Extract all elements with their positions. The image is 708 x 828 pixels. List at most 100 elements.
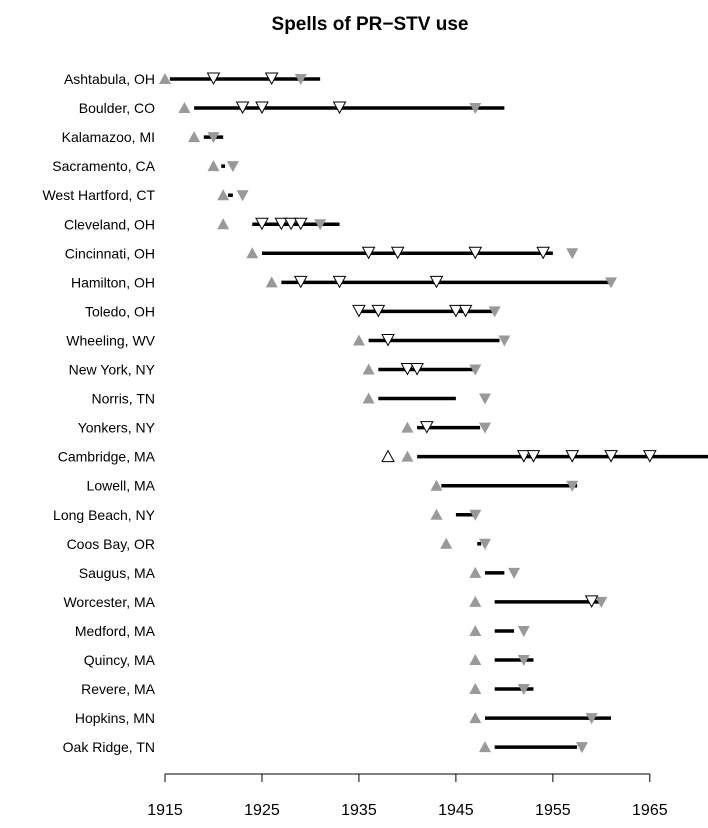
city-label: Long Beach, NY <box>53 507 156 523</box>
repeal-marker <box>236 190 249 202</box>
repeal-marker <box>605 277 618 289</box>
x-tick-label: 1915 <box>147 802 183 819</box>
city-label: Sacramento, CA <box>52 158 155 174</box>
election-marker <box>468 246 483 260</box>
repeal-marker <box>575 742 588 754</box>
city-row: Saugus, MA <box>79 565 521 581</box>
adoption-marker <box>430 479 443 491</box>
election-marker <box>293 217 308 231</box>
city-label: New York, NY <box>69 362 156 378</box>
repeal-marker <box>314 219 327 231</box>
city-row: Revere, MA <box>81 681 534 697</box>
city-label: Norris, TN <box>91 391 155 407</box>
chart-title: Spells of PR−STV use <box>272 14 469 35</box>
repeal-marker <box>207 132 220 144</box>
city-label: Toledo, OH <box>85 303 155 319</box>
election-marker <box>235 101 250 115</box>
adoption-marker <box>469 595 482 607</box>
election-marker <box>642 450 657 463</box>
city-label: Lowell, MA <box>87 478 156 494</box>
repeal-marker <box>478 538 491 550</box>
election-marker <box>410 363 424 376</box>
repeal-marker <box>566 480 579 492</box>
election-marker <box>284 217 298 231</box>
repeal-marker <box>566 248 579 260</box>
city-label: Revere, MA <box>81 681 156 697</box>
repeal-marker <box>469 509 482 521</box>
city-row: Medford, MA <box>75 623 530 639</box>
repeal-marker <box>517 625 530 637</box>
adoption-marker <box>217 218 230 230</box>
city-row: Long Beach, NY <box>53 507 482 523</box>
election-marker <box>526 450 541 463</box>
city-row: Hamilton, OH <box>71 274 618 290</box>
repeal-marker <box>595 596 608 608</box>
election-marker <box>536 246 551 260</box>
city-row: Toledo, OH <box>85 303 501 319</box>
adoption-marker <box>469 654 482 665</box>
repeal-marker <box>508 567 521 579</box>
election-marker <box>390 246 405 260</box>
adoption-marker <box>178 102 191 114</box>
city-label: Wheeling, WV <box>66 332 155 348</box>
adoption-marker <box>188 131 201 143</box>
city-row: Lowell, MA <box>87 478 579 494</box>
adoption-marker <box>207 160 220 172</box>
election-marker <box>419 421 434 434</box>
election-marker <box>371 304 386 318</box>
adoption-marker <box>362 392 375 404</box>
city-label: West Hartford, CT <box>42 187 155 203</box>
election-marker <box>332 101 347 115</box>
x-tick-label: 1935 <box>341 802 377 819</box>
city-label: Oak Ridge, TN <box>63 739 155 755</box>
repeal-marker <box>517 655 530 666</box>
city-row: Boulder, CO <box>79 100 505 116</box>
spell-rows: Ashtabula, OH Boulder, CO Kalamazoo, MI Sac… <box>42 71 708 755</box>
election-marker <box>264 72 279 86</box>
city-row: Cleveland, OH <box>64 216 340 232</box>
adoption-marker <box>401 421 414 433</box>
adoption-marker <box>401 450 414 462</box>
election-marker <box>516 450 531 463</box>
x-tick-label: 1945 <box>438 802 474 819</box>
city-label: Hamilton, OH <box>71 274 155 290</box>
election-marker <box>604 450 618 463</box>
city-label: Kalamazoo, MI <box>62 129 155 145</box>
city-label: Quincy, MA <box>84 652 156 668</box>
adoption-marker-open <box>381 449 395 463</box>
repeal-marker <box>585 713 598 725</box>
city-label: Hopkins, MN <box>75 710 155 726</box>
x-tick-label: 1965 <box>632 802 668 819</box>
city-row: Oak Ridge, TN <box>63 739 588 755</box>
repeal-marker <box>226 161 239 173</box>
city-row: Cambridge, MA <box>58 449 708 465</box>
city-row: Hopkins, MN <box>75 710 612 726</box>
city-label: Cincinnati, OH <box>65 245 155 261</box>
city-row: Quincy, MA <box>84 652 534 668</box>
election-marker <box>361 246 376 260</box>
city-row: Kalamazoo, MI <box>62 129 224 145</box>
election-marker <box>352 304 366 318</box>
election-marker <box>429 275 444 289</box>
election-marker <box>584 595 599 608</box>
adoption-marker <box>469 683 482 695</box>
election-marker <box>449 304 463 318</box>
adoption-marker <box>159 73 171 84</box>
city-label: Saugus, MA <box>79 565 156 581</box>
city-label: Cambridge, MA <box>58 449 156 465</box>
repeal-marker <box>478 422 491 434</box>
x-axis: 1915 1925 1935 1945 1955 1965 <box>147 773 668 819</box>
city-row: Wheeling, WV <box>66 332 511 348</box>
election-marker <box>332 275 347 289</box>
election-marker <box>400 363 415 376</box>
election-marker <box>274 217 289 231</box>
adoption-marker <box>469 624 482 636</box>
election-marker <box>381 333 395 347</box>
election-marker <box>206 72 221 86</box>
adoption-marker <box>430 508 443 520</box>
city-label: Boulder, CO <box>79 100 155 116</box>
adoption-marker <box>440 537 453 549</box>
city-label: Coos Bay, OR <box>67 536 155 552</box>
city-row: Sacramento, CA <box>52 158 239 174</box>
adoption-marker <box>478 741 491 753</box>
